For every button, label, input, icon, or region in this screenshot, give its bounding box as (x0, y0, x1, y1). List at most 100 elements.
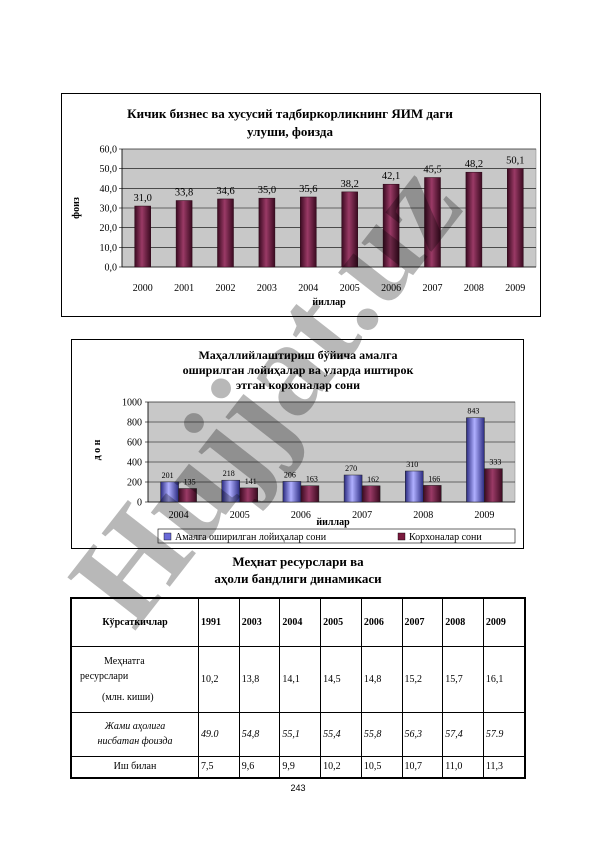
chart1-bar (507, 168, 524, 268)
chart2-data-label: 218 (223, 469, 235, 478)
chart2-ylabel: д о н (92, 439, 103, 460)
table-cell: 56,3 (401, 711, 444, 757)
table-header-cell: Кўрсаткичлар (70, 597, 199, 647)
chart1-ylabel: фоиз (71, 197, 82, 219)
page-number: 243 (290, 783, 306, 793)
chart1-svg: Кичик бизнес ва хусусий тадбиркорликнинг… (71, 106, 537, 308)
table-cell: 15,2 (401, 645, 444, 713)
chart2-data-label: 162 (367, 475, 379, 484)
chart2-legend-box (157, 528, 516, 544)
table-header-row: Кўрсаткичлар 1991 2003 2004 2005 2006 20… (70, 597, 526, 647)
row-label: Иш билан (70, 755, 199, 779)
chart2-ytick-label: 1000 (122, 398, 142, 409)
chart1-ytick-label: 10,0 (100, 243, 118, 254)
labor-table: Кўрсаткичлар 1991 2003 2004 2005 2006 20… (70, 597, 526, 779)
chart2-bar-projects (282, 481, 302, 503)
chart1-ytick-label: 30,0 (100, 204, 118, 215)
table-header-cell: 2003 (238, 597, 281, 647)
chart1-xtick-label: 2002 (216, 283, 236, 294)
chart2-ytick-label: 800 (127, 418, 142, 429)
chart1-bar (424, 177, 441, 268)
chart1-xtick-label: 2004 (298, 283, 318, 294)
table-header-cell: 1991 (198, 597, 240, 647)
table-cell: 57.9 (482, 711, 526, 757)
chart1-bar (300, 196, 317, 268)
table-cell: 10,2 (198, 645, 240, 713)
chart2-xtick-label: 2004 (169, 510, 189, 521)
chart1-bar (341, 191, 358, 268)
chart2-frame: Маҳаллийлаштириш бўйича амалга оширилган… (71, 339, 524, 549)
table-cell: 55,8 (360, 711, 403, 757)
row-label-line: ресурслари (80, 670, 129, 682)
chart1-xtick-label: 2000 (133, 283, 153, 294)
chart1-title-line2: улуши, фоизда (247, 124, 333, 139)
chart2-bar-enterprises (178, 488, 197, 503)
table-cell: 13,8 (238, 645, 281, 713)
chart2-legend-swatch (397, 532, 406, 541)
table-cell: 57,4 (442, 711, 484, 757)
row-label: Жами аҳолига нисбатан фоизда (70, 711, 199, 757)
chart2-bar-projects (466, 417, 485, 503)
table-cell: 14,5 (320, 645, 362, 713)
table-cell: 10,7 (401, 755, 444, 779)
table-cell: 11,3 (482, 755, 526, 779)
chart1-bar (217, 198, 234, 268)
chart1-data-label: 35,0 (258, 185, 276, 196)
table-header-cell: 2008 (442, 597, 484, 647)
row-label-line: Меҳнатга (104, 655, 145, 667)
table-row: Иш билан 7,5 9,6 9,9 10,2 10,5 10,7 11,0… (70, 755, 526, 779)
chart1-bar (382, 183, 400, 268)
chart2-ytick-label: 400 (127, 458, 142, 469)
chart2-bar-enterprises (300, 485, 320, 503)
table-header-cell: 2004 (279, 597, 322, 647)
chart1-data-label: 31,0 (134, 193, 152, 204)
table-cell: 55,1 (279, 711, 322, 757)
chart2-legend-swatch (163, 532, 172, 541)
chart2-ytick-label: 200 (127, 478, 142, 489)
chart2-bar-enterprises (361, 485, 381, 503)
chart1-data-label: 34,6 (216, 186, 234, 197)
chart2-bar-enterprises (484, 468, 503, 503)
chart2-ytick-label: 0 (137, 498, 142, 509)
chart1-ytick-label: 60,0 (100, 145, 118, 156)
chart2-legend-label: Корхоналар сони (409, 532, 482, 543)
table-cell: 49.0 (198, 711, 240, 757)
table-cell: 10,5 (360, 755, 403, 779)
chart1-data-label: 45,5 (423, 165, 441, 176)
chart2-data-label: 141 (245, 477, 257, 486)
chart1-xtick-label: 2007 (423, 283, 443, 294)
table-cell: 9,9 (279, 755, 322, 779)
chart2-legend-label: Амалга оширилган лойиҳалар сони (175, 532, 327, 543)
chart2-xtick-label: 2009 (474, 510, 494, 521)
chart2-data-label: 206 (284, 470, 296, 479)
row-label: Меҳнатга ресурслари (млн. киши) (70, 645, 199, 713)
chart2-svg: Маҳаллийлаштириш бўйича амалга оширилган… (92, 348, 516, 544)
chart1-xtick-label: 2009 (505, 283, 525, 294)
row-label-line: (млн. киши) (102, 691, 154, 703)
chart1-title-line1: Кичик бизнес ва хусусий тадбиркорликнинг… (127, 106, 453, 121)
chart1-ytick-label: 20,0 (100, 223, 118, 234)
chart2-data-label: 201 (162, 471, 174, 480)
chart2-xtick-label: 2005 (230, 510, 250, 521)
chart1-bar (465, 171, 483, 268)
chart2-ytick-label: 600 (127, 438, 142, 449)
chart2-data-label: 166 (428, 474, 440, 483)
table-cell: 11,0 (442, 755, 484, 779)
chart2-title-line1: Маҳаллийлаштириш бўйича амалга (198, 348, 397, 362)
chart1-xtick-label: 2008 (464, 283, 484, 294)
chart1-data-label: 42,1 (382, 171, 400, 182)
chart1-xlabel: йиллар (312, 297, 346, 308)
chart2-xtick-label: 2007 (352, 510, 372, 521)
chart2-bar-projects (221, 479, 240, 503)
table-header-cell: 2006 (360, 597, 403, 647)
chart2-bar-projects (343, 474, 363, 503)
table-header-cell: 2005 (320, 597, 362, 647)
chart1-frame: Кичик бизнес ва хусусий тадбиркорликнинг… (61, 93, 541, 317)
section-title-line2: аҳоли бандлиги динамикаси (214, 571, 382, 586)
chart2-bar-projects (160, 481, 179, 503)
row-label-line: нисбатан фоизда (97, 736, 173, 747)
chart2-xtick-label: 2008 (413, 510, 433, 521)
table-cell: 7,5 (198, 755, 240, 779)
chart2-data-label: 310 (406, 460, 418, 469)
chart1-data-label: 48,2 (465, 159, 483, 170)
